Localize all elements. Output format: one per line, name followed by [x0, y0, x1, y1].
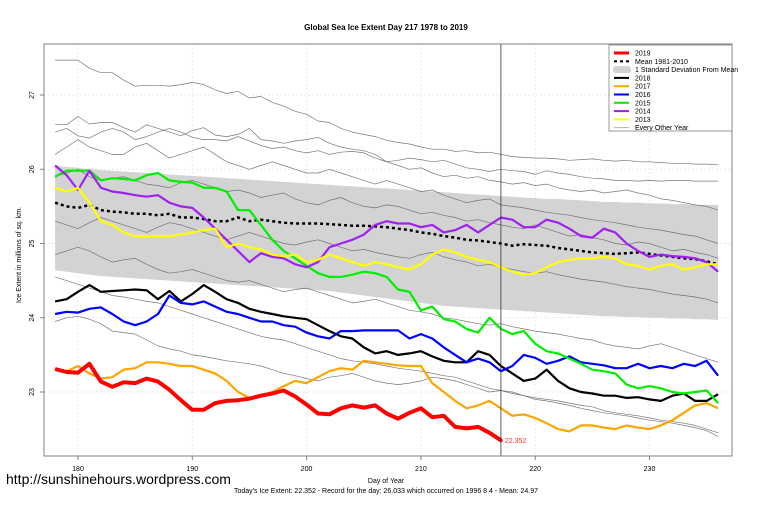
plot-frame	[43, 43, 733, 457]
legend-label-2019: 2019	[635, 51, 651, 58]
y-tick-label: 23	[29, 388, 36, 396]
std-dev-band	[55, 165, 719, 320]
series-line-every-other-year-e	[54, 168, 719, 259]
y-axis: 23 24 25 26 27	[29, 91, 44, 396]
footer-stats: Today's Ice Extent: 22.352 - Record for …	[234, 488, 538, 495]
y-tick-label: 26	[29, 165, 36, 173]
series-line-every-other-year-d	[54, 139, 719, 244]
series-line-2013	[54, 186, 719, 276]
series-line-2018	[54, 284, 719, 402]
series-line-every-other-year-c	[54, 128, 719, 211]
legend-label-2018: 2018	[635, 75, 651, 82]
series-line-every-other-year-h	[54, 315, 719, 434]
series-line-mean-1981-2010	[54, 201, 719, 266]
y-tick-label: 25	[29, 240, 36, 248]
y-axis-label: Ice Extent in millions of sq. km.	[16, 207, 23, 303]
x-tick-label: 220	[529, 466, 541, 473]
legend-swatch-1-standard-deviation-from-mean	[613, 66, 631, 74]
y-tick-label: 27	[29, 91, 36, 99]
legend-label-mean-1981-2010: Mean 1981-2010	[635, 59, 688, 66]
legend-label-2014: 2014	[635, 109, 651, 116]
series-line-2019	[54, 361, 502, 442]
legend-label-2013: 2013	[635, 117, 651, 124]
x-axis-label: Day of Year	[368, 478, 405, 485]
series-line-every-other-year-i	[54, 276, 719, 437]
legend-label-every-other-year: Every Other Year	[635, 125, 689, 132]
series-line-2016	[54, 294, 719, 377]
y-tick-label: 24	[29, 314, 36, 322]
series-line-2015	[54, 169, 719, 404]
series-line-every-other-year-a	[55, 59, 719, 166]
series-line-every-other-year-f	[54, 217, 719, 304]
legend-box	[608, 44, 733, 132]
x-tick-label: 180	[72, 466, 84, 473]
legend-label-2015: 2015	[635, 100, 651, 107]
series-line-2017	[54, 359, 719, 433]
legend-label-1-standard-deviation-from-mean: 1 Standard Deviation From Mean	[635, 67, 738, 74]
x-tick-label: 230	[644, 466, 656, 473]
x-tick-label: 190	[186, 466, 198, 473]
x-axis: 180 190 200 210 220 230	[72, 456, 655, 473]
std-dev-band-layer	[55, 165, 719, 320]
series-layer	[54, 59, 719, 443]
watermark-url[interactable]: http://sunshinehours.wordpress.com	[6, 471, 231, 487]
x-tick-label: 200	[301, 466, 313, 473]
chart-title: Global Sea Ice Extent Day 217 1978 to 20…	[304, 23, 468, 32]
legend-label-2017: 2017	[635, 84, 651, 91]
series-line-2014	[54, 164, 719, 273]
current-value-label: 22.352	[505, 438, 527, 445]
series-line-every-other-year-g	[54, 246, 719, 363]
x-tick-label: 210	[415, 466, 427, 473]
legend-label-2016: 2016	[635, 92, 651, 99]
